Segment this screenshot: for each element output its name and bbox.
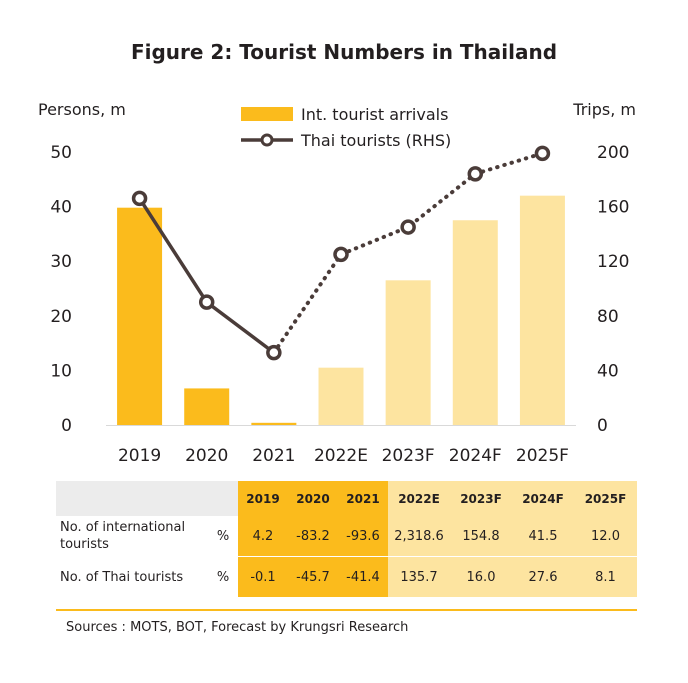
bar-2022E <box>318 367 364 425</box>
y-left-tick: 50 <box>50 143 72 163</box>
legend-label-bar: Int. tourist arrivals <box>301 105 448 124</box>
growth-table: 2019 2020 2021 2022E 2023F 2024F 2025F N… <box>56 481 637 597</box>
line-point-2024F <box>467 166 484 182</box>
x-tick-label: 2025F <box>516 446 569 466</box>
table-cell: -45.7 <box>288 556 338 597</box>
axes: 0 10 20 30 40 50 0 40 80 120 160 200 Persons, m Trips… <box>38 100 636 466</box>
y-right-tick: 80 <box>597 307 619 327</box>
table-cell: 27.6 <box>512 556 574 597</box>
table-row: No. of Thai tourists % -0.1 -45.7 -41.4 … <box>56 556 637 597</box>
table-header-cell: 2024F <box>512 481 574 516</box>
legend-swatch-bar <box>241 107 293 121</box>
legend: Int. tourist arrivals Thai tourists (RHS) <box>241 105 451 150</box>
chart-title: Figure 2: Tourist Numbers in Thailand <box>130 40 558 64</box>
y-left-tick: 20 <box>50 307 72 327</box>
table-cell: 8.1 <box>574 556 637 597</box>
x-tick-label: 2022E <box>314 446 368 466</box>
x-tick-label: 2021 <box>252 446 295 466</box>
y-left-tick: 10 <box>50 361 72 381</box>
line-point-2022E <box>333 246 349 263</box>
table-header-cell: 2020 <box>288 481 338 516</box>
table-cell: -41.4 <box>338 556 388 597</box>
row-unit: % <box>208 516 238 557</box>
row-unit: % <box>216 569 230 585</box>
line-point-2023F <box>400 219 416 235</box>
table-header-cell: 2021 <box>338 481 388 516</box>
bar-2019 <box>117 207 163 425</box>
bar-2021 <box>251 422 297 425</box>
line-point-2019 <box>131 190 148 207</box>
table-header-cell: 2025F <box>574 481 637 516</box>
table-cell: 4.2 <box>238 516 288 557</box>
y-right-tick: 0 <box>597 416 608 436</box>
table-cell: -83.2 <box>288 516 338 557</box>
y-left-axis-title: Persons, m <box>38 100 126 119</box>
y-left-tick: 40 <box>50 198 72 218</box>
line-series <box>131 145 551 361</box>
line-segment-forecast <box>271 151 545 355</box>
row-label: No. of international tourists <box>56 516 208 557</box>
table-cell: -93.6 <box>338 516 388 557</box>
x-tick-label: 2020 <box>185 446 228 466</box>
y-right-axis-title: Trips, m <box>572 100 636 119</box>
table-header-unit <box>208 481 238 516</box>
legend-swatch-marker <box>260 133 274 147</box>
bar-2020 <box>184 388 230 425</box>
y-right-tick: 160 <box>597 198 629 218</box>
y-right-tick: 40 <box>597 361 619 381</box>
bar-2024F <box>452 220 498 425</box>
y-right-tick: 120 <box>597 252 629 272</box>
table-header-cell: 2019 <box>238 481 288 516</box>
x-tick-label: 2019 <box>118 446 161 466</box>
table-bottom-rule <box>56 609 637 611</box>
line-point-2020 <box>198 294 215 310</box>
table-cell: 12.0 <box>574 516 637 557</box>
table-cell: 2,318.6 <box>388 516 450 557</box>
table-cell: 16.0 <box>450 556 512 597</box>
bar-series <box>117 195 565 425</box>
y-left-tick: 0 <box>61 416 72 436</box>
table-row: No. of international tourists % 4.2 -83.… <box>56 516 637 557</box>
bar-2023F <box>385 280 431 425</box>
chart-plot: 0 10 20 30 40 50 0 40 80 120 160 200 Persons, m Trips… <box>38 100 636 466</box>
legend-label-line: Thai tourists (RHS) <box>300 131 451 150</box>
table-cell: 154.8 <box>450 516 512 557</box>
table-header-cell: 2023F <box>450 481 512 516</box>
table-cell: 135.7 <box>388 556 450 597</box>
table-header-row: 2019 2020 2021 2022E 2023F 2024F 2025F <box>56 481 637 516</box>
table-cell: -0.1 <box>238 556 288 597</box>
table-header-cell: 2022E <box>388 481 450 516</box>
x-tick-label: 2024F <box>449 446 502 466</box>
bar-2025F <box>519 195 565 425</box>
sources-note: Sources : MOTS, BOT, Forecast by Krungsr… <box>66 620 409 635</box>
y-right-tick: 200 <box>597 143 629 163</box>
line-point-2025F <box>534 145 551 162</box>
table-cell: 41.5 <box>512 516 574 557</box>
row-label: No. of Thai tourists <box>60 569 184 585</box>
x-tick-label: 2023F <box>382 446 435 466</box>
y-left-tick: 30 <box>50 252 72 272</box>
line-point-2021 <box>266 344 282 361</box>
table-header-label <box>56 481 208 516</box>
